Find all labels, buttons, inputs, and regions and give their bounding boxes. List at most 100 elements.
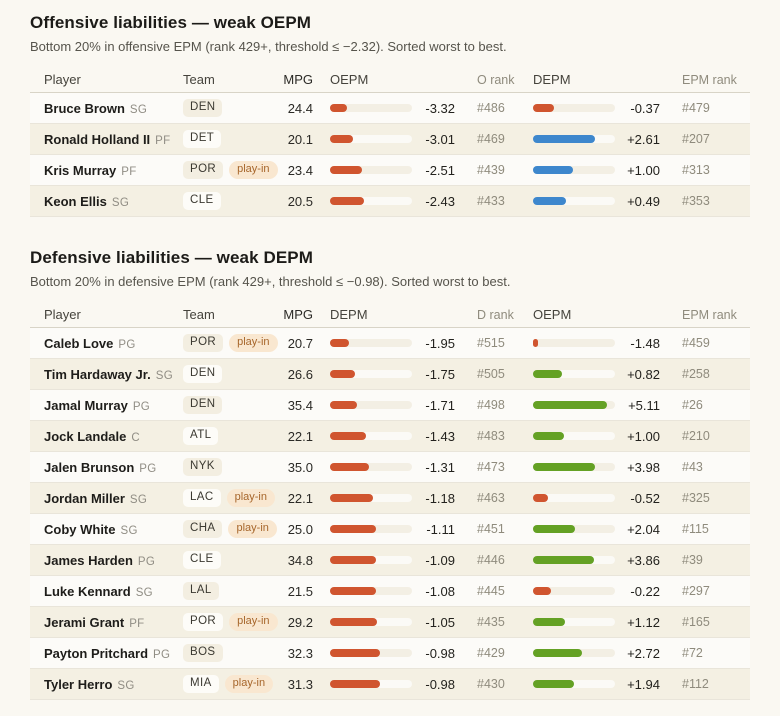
section-title: Offensive liabilities — weak OEPM	[30, 13, 312, 32]
player-name: Kris Murray	[44, 162, 117, 178]
column-header-mpg: MPG	[283, 307, 313, 322]
mpg-value: 22.1	[287, 490, 313, 506]
metric2-bar-fill	[533, 463, 595, 471]
metric1-rank: #435	[477, 615, 505, 629]
metric1-bar-track	[330, 649, 412, 657]
table-header-row: Player Team MPG OEPM O rank DEPM EPM ran…	[30, 67, 750, 93]
metric1-value: -3.32	[425, 100, 455, 116]
team-badge: ATL	[183, 427, 219, 445]
metric1-bar-track	[330, 556, 412, 564]
metric2-bar-track	[533, 339, 615, 347]
metric1-bar-cell	[313, 463, 412, 471]
metric1-bar-cell	[313, 618, 412, 626]
player-name: Tyler Herro	[44, 676, 113, 692]
team-badge: DEN	[183, 99, 223, 117]
metric2-bar-fill	[533, 494, 548, 502]
column-header-team: Team	[183, 72, 215, 87]
table-body: Bruce Brown SG DEN 24.4 -3.32 #486 -0.37…	[30, 93, 750, 217]
metric2-bar-fill	[533, 432, 564, 440]
metric2-bar-fill	[533, 649, 582, 657]
player-cell: Payton Pritchard PG	[44, 646, 183, 661]
table-row: Jordan Miller SG LAC play-in 22.1 -1.18 …	[30, 483, 750, 514]
metric1-value: -1.08	[425, 583, 455, 599]
metric1-bar-cell	[313, 166, 412, 174]
table-body: Caleb Love PG POR play-in 20.7 -1.95 #51…	[30, 328, 750, 700]
metric1-bar-fill	[330, 618, 377, 626]
table-row: Jamal Murray PG DEN 35.4 -1.71 #498 +5.1…	[30, 390, 750, 421]
team-badge: POR	[183, 613, 224, 631]
metric1-value: -0.98	[425, 676, 455, 692]
player-position: PF	[155, 134, 171, 147]
metric2-value: +1.00	[627, 162, 660, 178]
metric2-value: +2.61	[627, 131, 660, 147]
metric2-bar-track	[533, 680, 615, 688]
metric1-rank: #433	[477, 194, 505, 208]
metric1-bar-cell	[313, 587, 412, 595]
team-badge: POR	[183, 161, 224, 179]
metric2-value: +1.94	[627, 676, 660, 692]
epm-rank: #112	[682, 677, 709, 691]
section-subtitle: Bottom 20% in defensive EPM (rank 429+, …	[30, 274, 511, 289]
column-header-metric2: OEPM	[533, 307, 572, 322]
metric2-value: -0.37	[630, 100, 660, 116]
column-header-player: Player	[44, 72, 81, 87]
metric1-bar-cell	[313, 432, 412, 440]
player-name: Coby White	[44, 521, 116, 537]
metric1-value: -0.98	[425, 645, 455, 661]
metric1-bar-fill	[330, 104, 347, 112]
team-badge: LAL	[183, 582, 219, 600]
metric1-bar-cell	[313, 339, 412, 347]
metric1-rank: #483	[477, 429, 505, 443]
metric2-bar-track	[533, 649, 615, 657]
metric2-bar-track	[533, 494, 615, 502]
metric1-rank: #430	[477, 677, 505, 691]
metric2-bar-fill	[533, 135, 595, 143]
metric2-bar-cell	[533, 649, 615, 657]
column-header-team: Team	[183, 307, 215, 322]
table-row: Keon Ellis SG CLE 20.5 -2.43 #433 +0.49 …	[30, 186, 750, 217]
metric1-bar-track	[330, 166, 412, 174]
metric1-value: -2.51	[425, 162, 455, 178]
liability-section: Offensive liabilities — weak OEPM Bottom…	[30, 13, 750, 217]
player-position: PF	[129, 617, 145, 630]
player-position: PG	[139, 462, 157, 475]
players-table: Player Team MPG DEPM D rank OEPM EPM ran…	[30, 302, 750, 700]
player-cell: Keon Ellis SG	[44, 194, 183, 209]
metric2-bar-cell	[533, 680, 615, 688]
metric1-bar-track	[330, 680, 412, 688]
mpg-value: 25.0	[287, 521, 313, 537]
metric1-value: -1.18	[425, 490, 455, 506]
player-name: Luke Kennard	[44, 583, 131, 599]
metric1-rank: #515	[477, 336, 505, 350]
metric2-bar-track	[533, 104, 615, 112]
metric2-value: +5.11	[628, 397, 660, 413]
metric1-bar-cell	[313, 649, 412, 657]
mpg-value: 32.3	[287, 645, 313, 661]
metric1-bar-fill	[330, 649, 380, 657]
team-cell: POR play-in	[183, 613, 278, 631]
mpg-value: 20.1	[287, 131, 313, 147]
metric2-bar-track	[533, 197, 615, 205]
play-in-badge: play-in	[229, 613, 278, 631]
metric2-bar-fill	[533, 556, 594, 564]
metric1-bar-cell	[313, 556, 412, 564]
metric2-bar-cell	[533, 401, 615, 409]
player-name: Keon Ellis	[44, 193, 107, 209]
metric2-bar-fill	[533, 680, 574, 688]
metric1-rank: #446	[477, 553, 505, 567]
page: Offensive liabilities — weak OEPM Bottom…	[30, 13, 750, 700]
metric1-bar-fill	[330, 494, 373, 502]
player-position: SG	[120, 524, 138, 537]
team-badge: CHA	[183, 520, 223, 538]
team-cell: CLE	[183, 192, 277, 210]
epm-rank: #72	[682, 646, 703, 660]
player-position: C	[131, 431, 140, 444]
epm-rank: #258	[682, 367, 710, 381]
team-cell: LAL	[183, 582, 277, 600]
player-position: SG	[117, 679, 135, 692]
metric2-bar-cell	[533, 370, 615, 378]
metric1-bar-cell	[313, 197, 412, 205]
player-name: James Harden	[44, 552, 133, 568]
metric1-value: -1.11	[426, 521, 455, 537]
table-row: Jerami Grant PF POR play-in 29.2 -1.05 #…	[30, 607, 750, 638]
